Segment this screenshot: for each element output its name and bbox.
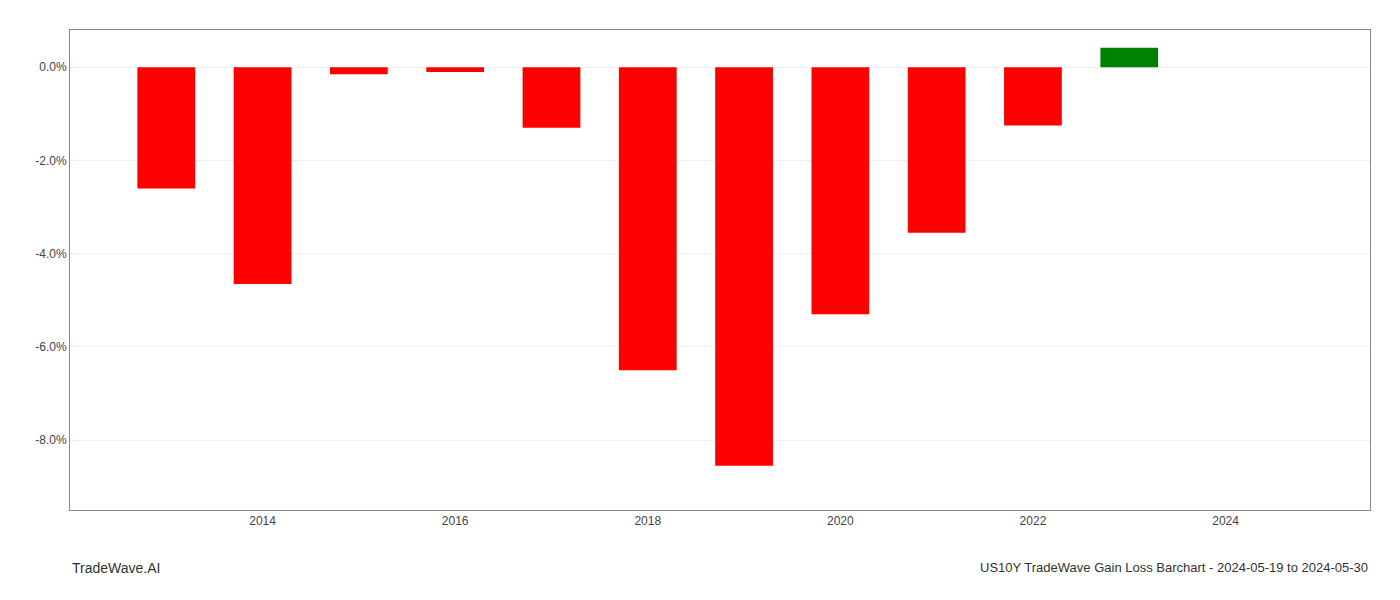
svg-text:US10Y TradeWave Gain Loss Barc: US10Y TradeWave Gain Loss Barchart - 202… [980, 560, 1368, 575]
svg-text:TradeWave.AI: TradeWave.AI [72, 560, 160, 576]
svg-text:-6.0%: -6.0% [35, 340, 67, 354]
svg-text:2016: 2016 [442, 514, 469, 528]
svg-text:2020: 2020 [827, 514, 854, 528]
svg-text:-8.0%: -8.0% [35, 433, 67, 447]
svg-text:0.0%: 0.0% [39, 60, 67, 74]
svg-text:2014: 2014 [249, 514, 276, 528]
svg-text:-2.0%: -2.0% [35, 154, 67, 168]
svg-text:2024: 2024 [1212, 514, 1239, 528]
svg-text:-4.0%: -4.0% [35, 247, 67, 261]
svg-text:2022: 2022 [1020, 514, 1047, 528]
svg-text:2018: 2018 [634, 514, 661, 528]
